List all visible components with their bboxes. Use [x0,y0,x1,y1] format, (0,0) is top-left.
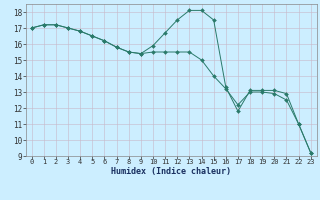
X-axis label: Humidex (Indice chaleur): Humidex (Indice chaleur) [111,167,231,176]
